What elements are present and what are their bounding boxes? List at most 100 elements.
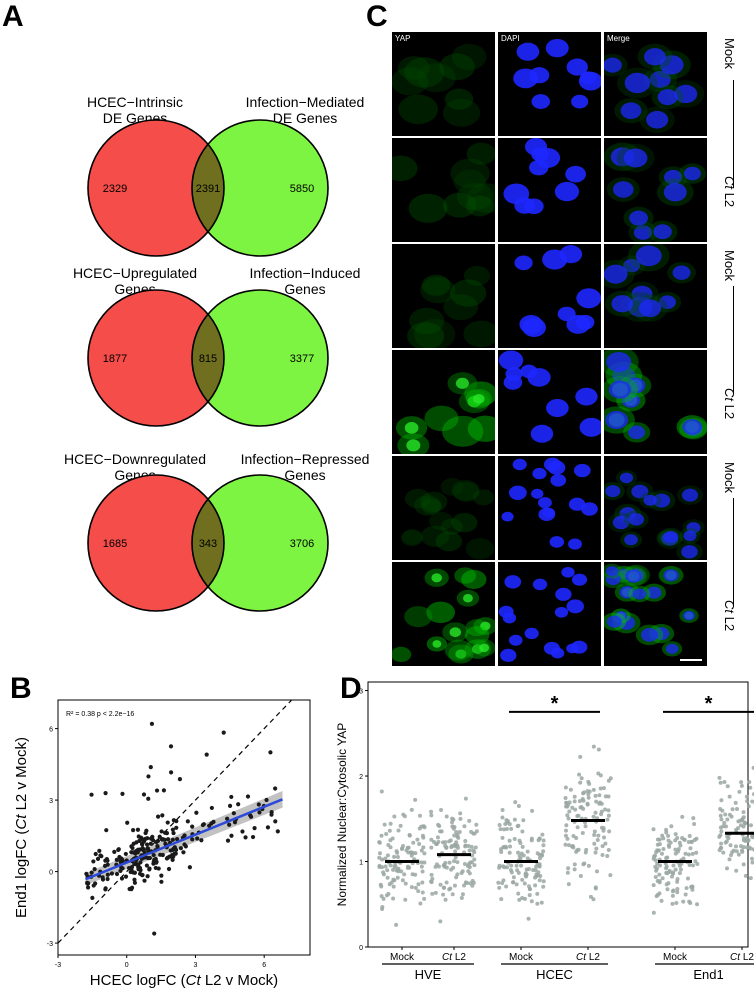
- dapi-nucleus: [505, 367, 523, 381]
- yap-stain: [392, 67, 429, 96]
- data-point: [381, 872, 386, 877]
- yap-stain: [466, 195, 494, 217]
- data-point: [84, 871, 89, 876]
- data-point: [594, 799, 599, 804]
- data-point: [388, 838, 393, 843]
- data-point: [452, 883, 457, 888]
- y-tick-label: 1: [359, 860, 363, 867]
- micrograph-tile: [498, 456, 601, 560]
- data-point: [719, 841, 724, 846]
- data-point: [592, 832, 597, 837]
- data-point: [436, 864, 441, 869]
- data-point: [97, 848, 102, 853]
- yap-nuclear-stain: [404, 422, 419, 434]
- data-point: [516, 803, 521, 808]
- micrograph-tile: [392, 244, 495, 348]
- micrograph-tile: [604, 244, 707, 348]
- data-point: [209, 805, 214, 811]
- data-point: [666, 833, 671, 838]
- data-point: [159, 829, 164, 834]
- data-point: [685, 876, 690, 881]
- data-point: [144, 863, 149, 868]
- group-bracket-line: [733, 80, 734, 188]
- data-point: [687, 862, 692, 867]
- dapi-nucleus: [683, 166, 701, 181]
- fit-line: [85, 798, 283, 881]
- dapi-nucleus: [644, 48, 666, 66]
- data-point: [438, 919, 443, 924]
- data-point: [105, 872, 110, 877]
- micrograph-row-label: Mock: [722, 38, 737, 70]
- data-point: [724, 866, 729, 871]
- data-point: [200, 822, 205, 828]
- yap-stain: [439, 53, 475, 81]
- data-point: [695, 861, 700, 866]
- data-point: [105, 876, 110, 882]
- data-point: [458, 816, 463, 821]
- data-point: [141, 792, 147, 797]
- yap-stain: [454, 567, 477, 584]
- data-point: [522, 881, 527, 886]
- data-point: [742, 820, 747, 825]
- data-point: [384, 893, 389, 898]
- data-point: [444, 814, 449, 819]
- data-point: [128, 869, 133, 875]
- dapi-nucleus: [516, 42, 540, 61]
- data-point: [419, 860, 424, 865]
- data-point: [529, 899, 534, 904]
- venn-left-outline: [87, 289, 225, 427]
- data-point: [416, 889, 421, 894]
- data-point: [415, 837, 420, 842]
- data-point: [199, 838, 204, 843]
- data-point: [453, 849, 458, 854]
- data-point: [741, 862, 746, 867]
- data-point: [474, 829, 479, 834]
- data-point: [453, 844, 458, 849]
- data-point: [657, 872, 662, 877]
- data-point: [177, 777, 183, 782]
- dapi-nucleus: [628, 425, 646, 440]
- data-point: [145, 874, 150, 879]
- yap-stain: [453, 169, 487, 195]
- data-point: [153, 865, 158, 871]
- dapi-nucleus: [658, 295, 676, 310]
- dapi-nucleus: [672, 265, 691, 280]
- dapi-nucleus: [652, 493, 671, 508]
- group-label: HCEC: [536, 967, 573, 982]
- data-point: [471, 831, 476, 836]
- dapi-nucleus: [657, 89, 678, 106]
- data-point: [579, 776, 584, 781]
- data-point: [723, 812, 728, 817]
- data-point: [657, 880, 662, 885]
- data-point: [154, 839, 159, 845]
- venn-right-outline: [191, 119, 329, 257]
- data-point: [137, 865, 143, 871]
- data-point: [420, 880, 425, 885]
- micrograph-tile: [498, 138, 601, 242]
- data-point: [467, 818, 472, 823]
- data-point: [600, 844, 605, 849]
- data-point: [433, 890, 438, 895]
- data-point: [435, 835, 440, 840]
- venn-overlap-count: 343: [199, 538, 217, 550]
- y-tick-label: 3: [359, 689, 363, 696]
- data-point: [472, 863, 477, 868]
- venn-overlap-count: 815: [199, 353, 217, 365]
- data-point: [429, 879, 434, 884]
- data-point: [749, 856, 754, 861]
- data-point: [457, 830, 462, 835]
- data-point: [599, 809, 604, 814]
- data-point: [109, 871, 115, 876]
- data-point: [420, 890, 425, 895]
- data-point: [118, 868, 123, 873]
- data-point: [527, 893, 532, 898]
- data-point: [92, 867, 97, 872]
- dapi-nucleus: [568, 497, 586, 511]
- data-point: [392, 854, 397, 859]
- data-point: [385, 868, 390, 873]
- data-point: [409, 885, 414, 890]
- data-point: [722, 820, 727, 825]
- data-point: [717, 775, 722, 780]
- data-point: [496, 880, 501, 885]
- data-point: [673, 847, 678, 852]
